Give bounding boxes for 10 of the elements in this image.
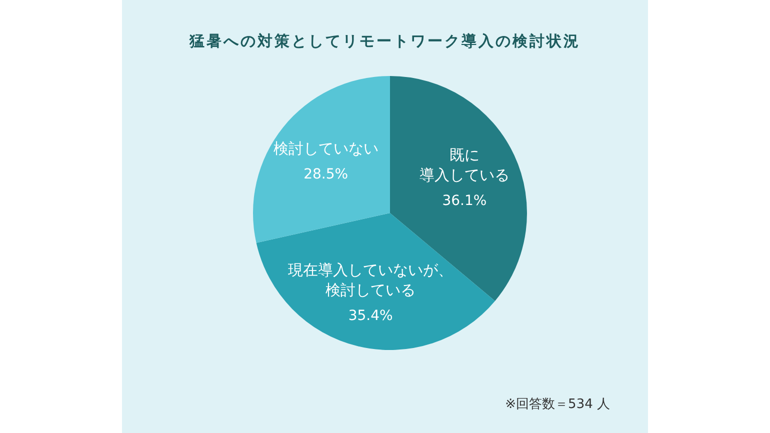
slice-label: 検討していない — [273, 140, 378, 158]
data-label: 28.5% — [304, 166, 348, 183]
slice-label: 現在導入していないが、検討している — [288, 260, 454, 299]
pie-slice — [253, 76, 390, 243]
pie-slice — [256, 213, 496, 350]
chart-title: 猛暑への対策としてリモートワーク導入の検討状況 — [188, 32, 582, 51]
data-label: 36.1% — [442, 193, 487, 210]
text: ※回答数＝534 人 — [505, 396, 610, 413]
data-label: 35.4% — [348, 308, 393, 324]
slice-label: 既に導入している — [419, 146, 510, 184]
